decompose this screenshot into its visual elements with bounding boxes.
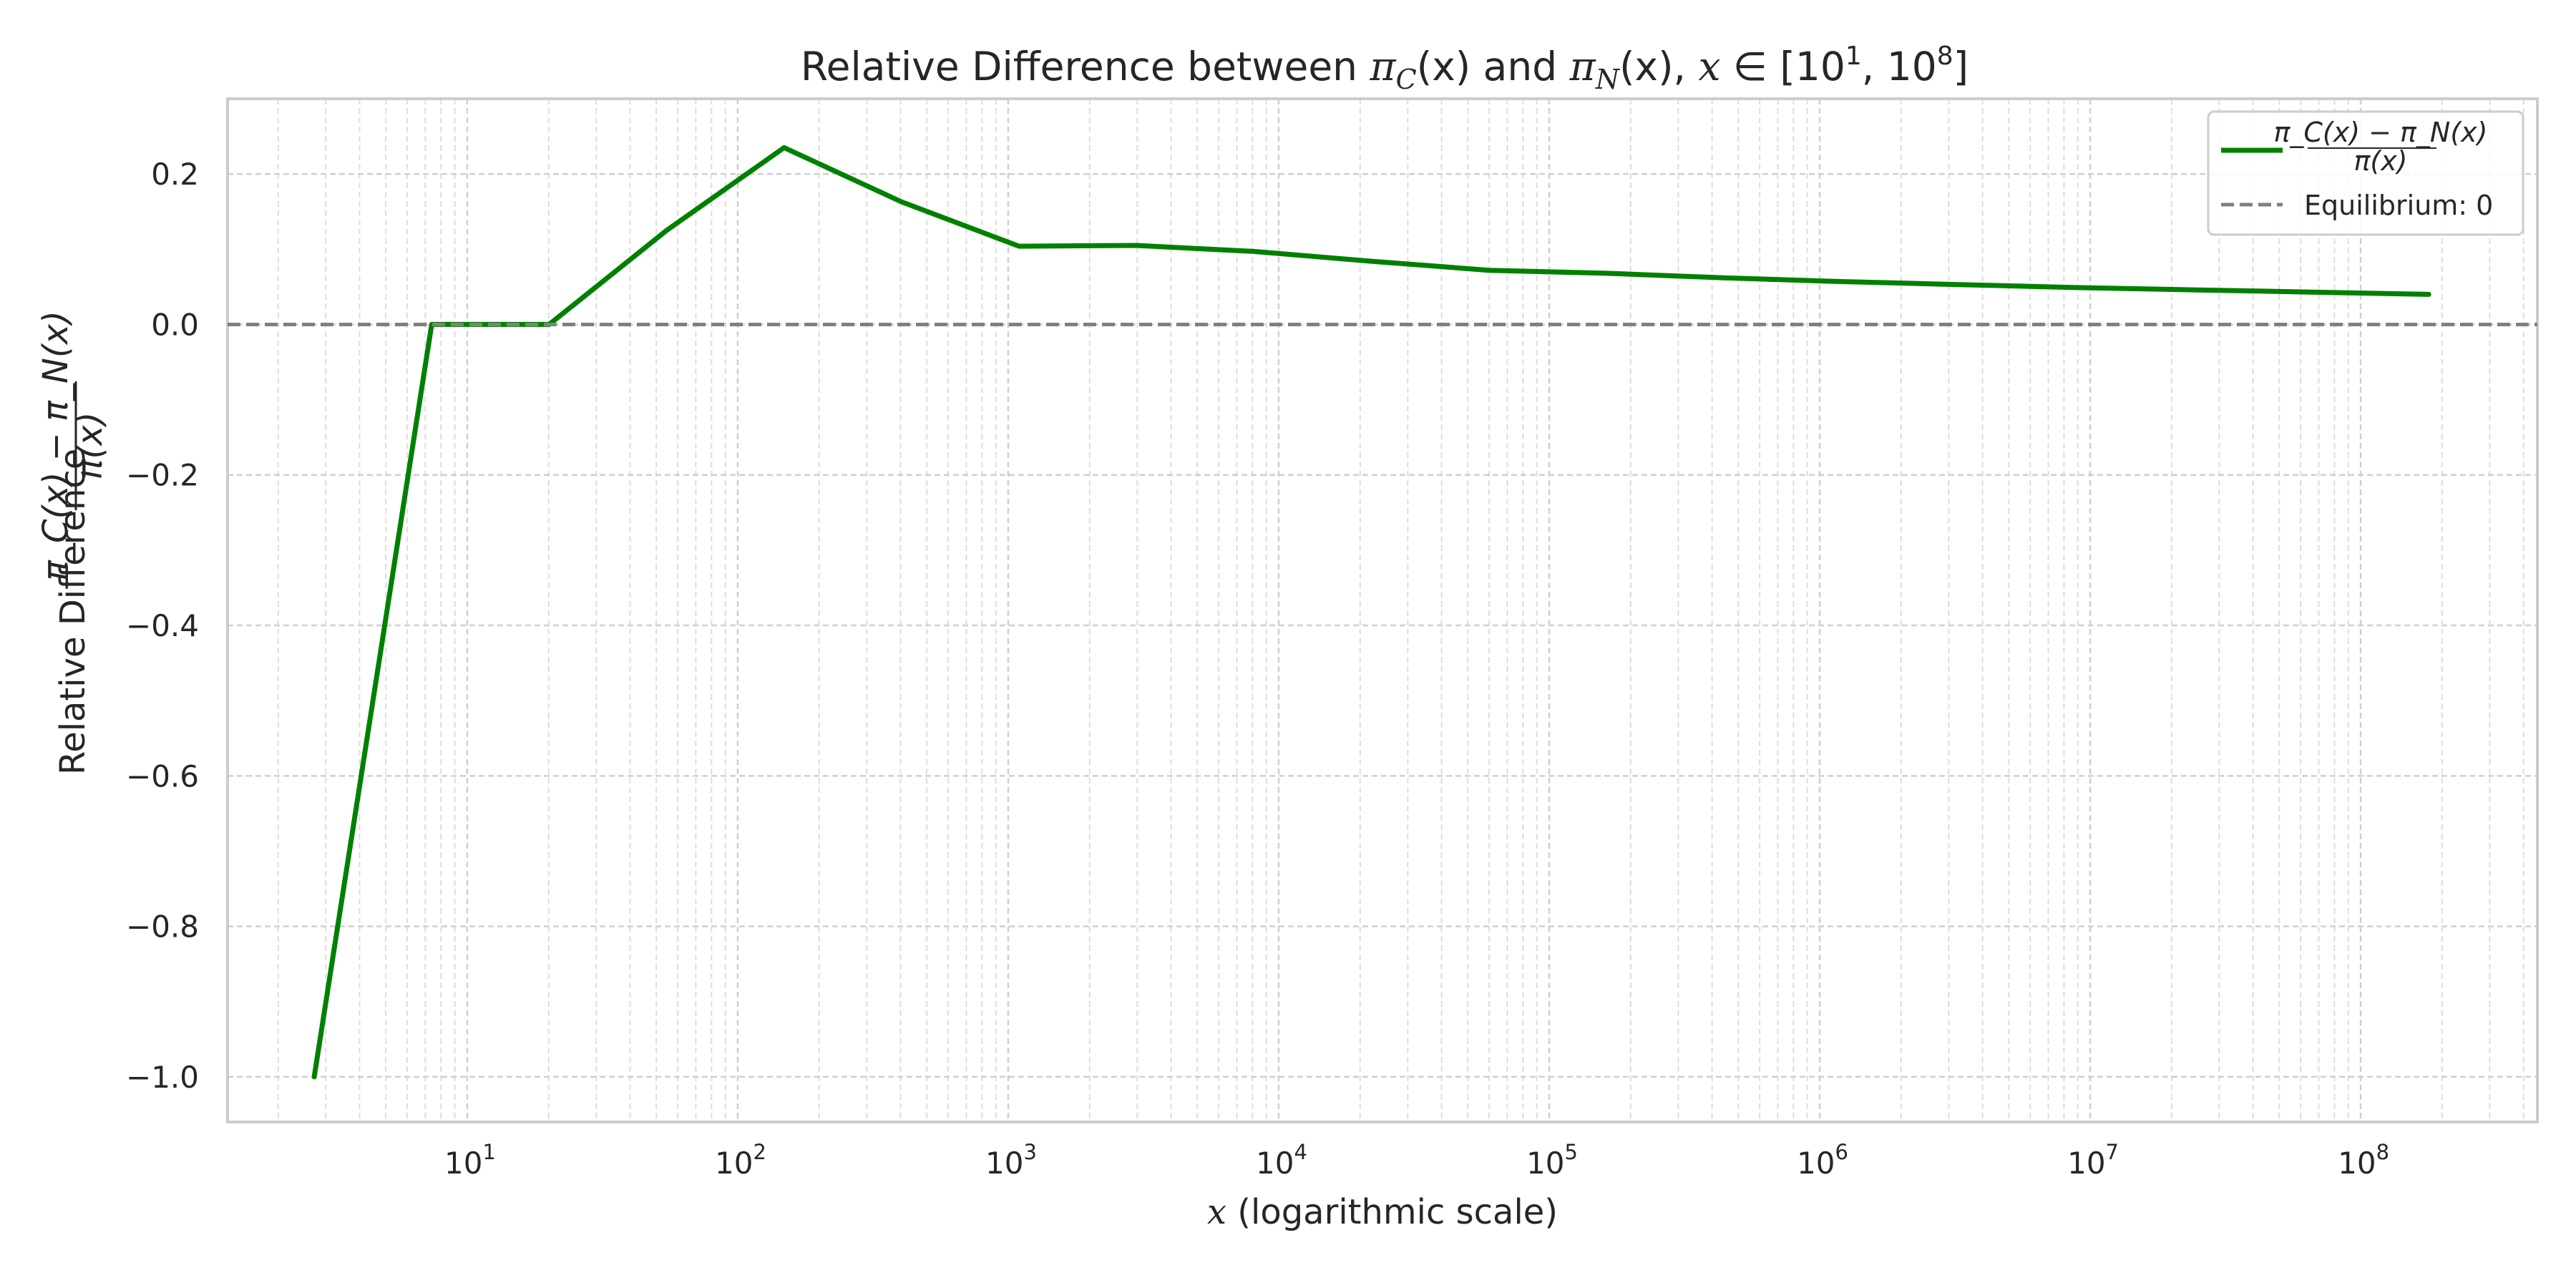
y-axis-label-denominator: π(x) [70,412,110,480]
x-axis-label: x (logarithmic scale) [1207,1192,1558,1232]
legend-label-equilibrium: Equilibrium: 0 [2304,190,2493,221]
x-tick-label: 106 [1797,1140,1848,1181]
y-tick-label: 0.2 [151,157,199,192]
y-tick-labels: 0.2 0.0 −0.2 −0.4 −0.6 −0.8 −1.0 [126,157,199,1095]
series [228,145,2537,1080]
y-tick-label: −0.8 [126,909,199,945]
y-tick-label: −1.0 [126,1060,199,1095]
legend-box [2207,110,2524,236]
y-tick-label: −0.6 [126,758,199,794]
y-axis-label: Relative Difference π_C(x) − π_N(x) π(x) [36,311,110,775]
chart-title: Relative Difference between πC(x) and πN… [801,42,1968,95]
y-tick-label: −0.2 [126,458,199,493]
y-axis-label-text: Relative Difference [53,449,93,775]
x-tick-label: 102 [715,1140,766,1181]
y-axis-label-numerator: π_C(x) − π_N(x) [36,311,76,581]
x-tick-labels: 101 102 103 104 105 106 107 108 [444,1140,2389,1181]
legend: π_C(x) − π_N(x) π(x) Equilibrium: 0 [2207,110,2524,236]
x-tick-label: 105 [1526,1140,1578,1181]
x-tick-label: 101 [444,1140,496,1181]
axes-frame [226,97,2539,1123]
y-tick-label: −0.4 [126,608,199,643]
grid [228,99,2537,1122]
y-tick-label: 0.0 [151,307,199,342]
x-tick-label: 104 [1256,1140,1307,1181]
relative-difference-line [311,145,2431,1080]
legend-label-denominator: π(x) [2353,145,2407,177]
x-tick-label: 107 [2067,1140,2119,1181]
x-tick-label: 103 [985,1140,1037,1181]
x-tick-label: 108 [2338,1140,2389,1181]
legend-label-numerator: π_C(x) − π_N(x) [2274,117,2488,148]
